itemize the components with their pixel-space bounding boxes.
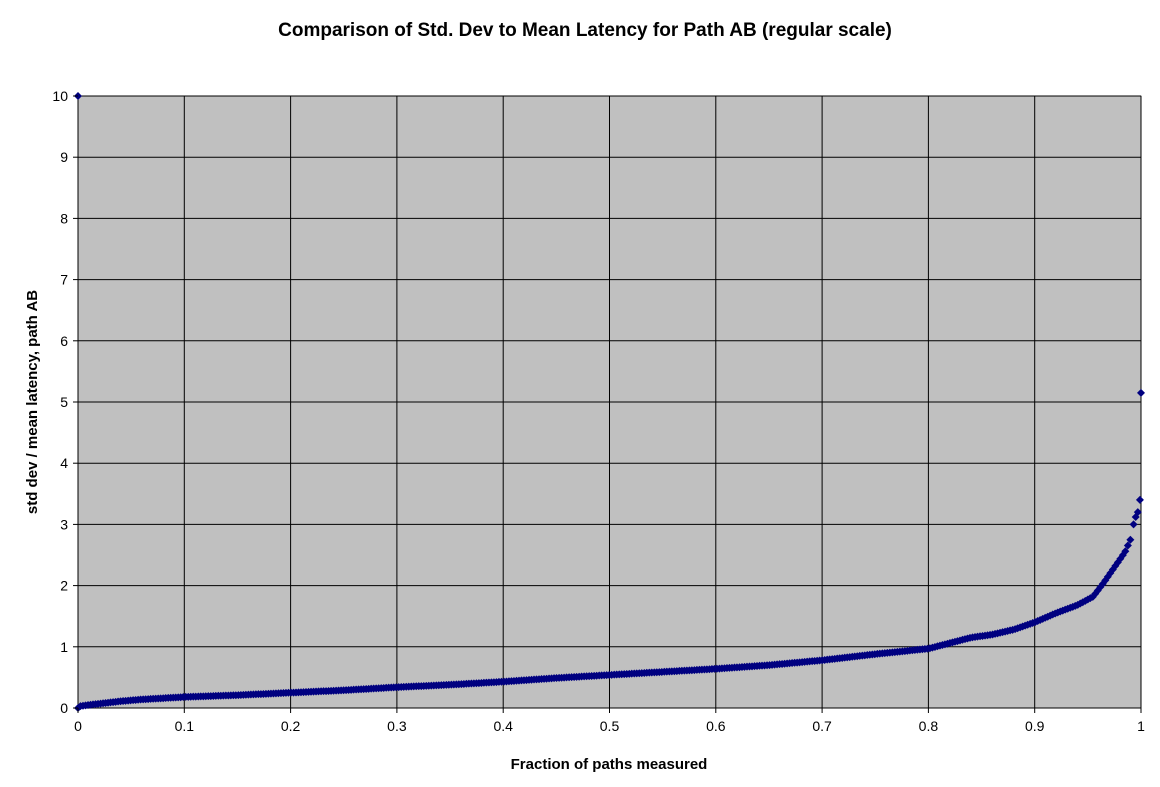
x-tick-label: 0.3 — [387, 718, 407, 734]
x-tick-label: 0.7 — [812, 718, 832, 734]
x-axis-title: Fraction of paths measured — [511, 756, 708, 773]
y-tick-label: 7 — [60, 272, 68, 288]
x-tick-label: 0.2 — [281, 718, 301, 734]
y-tick-label: 6 — [60, 333, 68, 349]
x-tick-label: 0.1 — [175, 718, 195, 734]
x-tick-labels: 0 0.1 0.2 0.3 0.4 0.5 0.6 0.7 0.8 0.9 1 — [74, 708, 1145, 734]
x-tick-label: 0.4 — [493, 718, 513, 734]
y-tick-label: 4 — [60, 455, 68, 471]
chart-title: Comparison of Std. Dev to Mean Latency f… — [278, 20, 892, 41]
y-tick-label: 8 — [60, 210, 68, 226]
x-tick-label: 0.8 — [919, 718, 939, 734]
y-tick-label: 5 — [60, 394, 68, 410]
y-tick-label: 0 — [60, 700, 68, 716]
y-tick-label: 10 — [52, 88, 68, 104]
data-point — [1123, 541, 1132, 550]
data-point — [1129, 520, 1138, 529]
y-tick-label: 3 — [60, 516, 68, 532]
data-point — [1121, 547, 1130, 556]
y-axis-title: std dev / mean latency, path AB — [24, 290, 41, 514]
x-tick-label: 0.9 — [1025, 718, 1045, 734]
data-point — [1133, 508, 1142, 517]
y-tick-label: 9 — [60, 149, 68, 165]
data-point — [1135, 495, 1144, 504]
data-point — [1137, 388, 1145, 397]
y-tick-labels: 0 1 2 3 4 5 6 7 8 9 10 — [52, 88, 78, 716]
y-tick-label: 2 — [60, 578, 68, 594]
data-points — [74, 92, 1145, 712]
x-tick-label: 1 — [1137, 718, 1145, 734]
data-point — [1126, 535, 1135, 544]
x-tick-label: 0 — [74, 718, 82, 734]
x-tick-label: 0.5 — [600, 718, 620, 734]
x-tick-label: 0.6 — [706, 718, 726, 734]
y-tick-label: 1 — [60, 639, 68, 655]
